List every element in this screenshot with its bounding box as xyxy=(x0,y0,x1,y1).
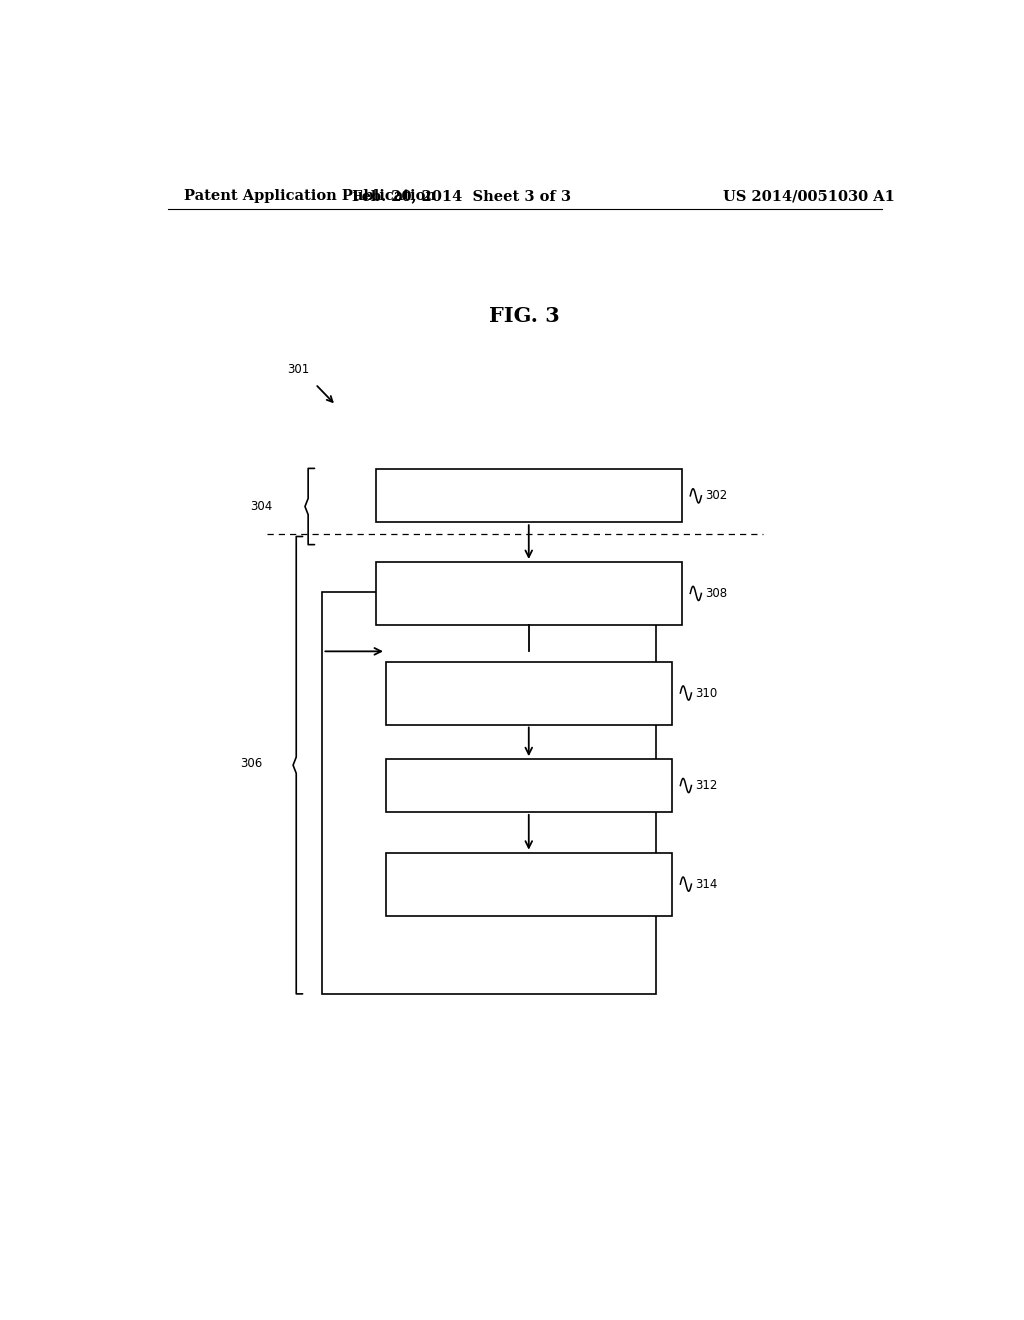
Bar xyxy=(323,593,655,994)
Bar xyxy=(376,470,682,523)
Text: 306: 306 xyxy=(240,756,262,770)
Bar xyxy=(376,562,682,624)
Text: PREPARE SACRIFICIAL ELECTRODE: PREPARE SACRIFICIAL ELECTRODE xyxy=(421,490,637,503)
Text: 314: 314 xyxy=(695,878,718,891)
Text: PROXIMATE A FLAME: PROXIMATE A FLAME xyxy=(464,694,594,708)
Text: 308: 308 xyxy=(706,587,727,599)
Bar xyxy=(386,661,672,725)
Text: LOAD SACRIFICIAL ELECTRODE INTO: LOAD SACRIFICIAL ELECTRODE INTO xyxy=(402,578,655,591)
Text: 312: 312 xyxy=(695,779,718,792)
Text: ENERGIZATION IN THE FLAME: ENERGIZATION IN THE FLAME xyxy=(436,886,622,899)
Bar xyxy=(386,759,672,812)
Text: Feb. 20, 2014  Sheet 3 of 3: Feb. 20, 2014 Sheet 3 of 3 xyxy=(352,189,570,203)
Text: FEED SACRIFICIAL ELECTRODE: FEED SACRIFICIAL ELECTRODE xyxy=(433,678,625,692)
Text: ENERGIZE SACRIFICIAL ELECTRODE: ENERGIZE SACRIFICIAL ELECTRODE xyxy=(417,779,640,792)
Text: 304: 304 xyxy=(250,499,272,512)
Text: FIG. 3: FIG. 3 xyxy=(489,306,560,326)
Text: US 2014/0051030 A1: US 2014/0051030 A1 xyxy=(723,189,895,203)
Text: 302: 302 xyxy=(706,490,728,503)
Text: 301: 301 xyxy=(288,363,309,376)
Text: 310: 310 xyxy=(695,686,718,700)
Bar xyxy=(386,853,672,916)
Text: ELECTRODE FEEDER: ELECTRODE FEEDER xyxy=(459,595,599,609)
Text: INDUCE A RESPONSE TO THE: INDUCE A RESPONSE TO THE xyxy=(437,870,621,883)
Text: Patent Application Publication: Patent Application Publication xyxy=(183,189,435,203)
